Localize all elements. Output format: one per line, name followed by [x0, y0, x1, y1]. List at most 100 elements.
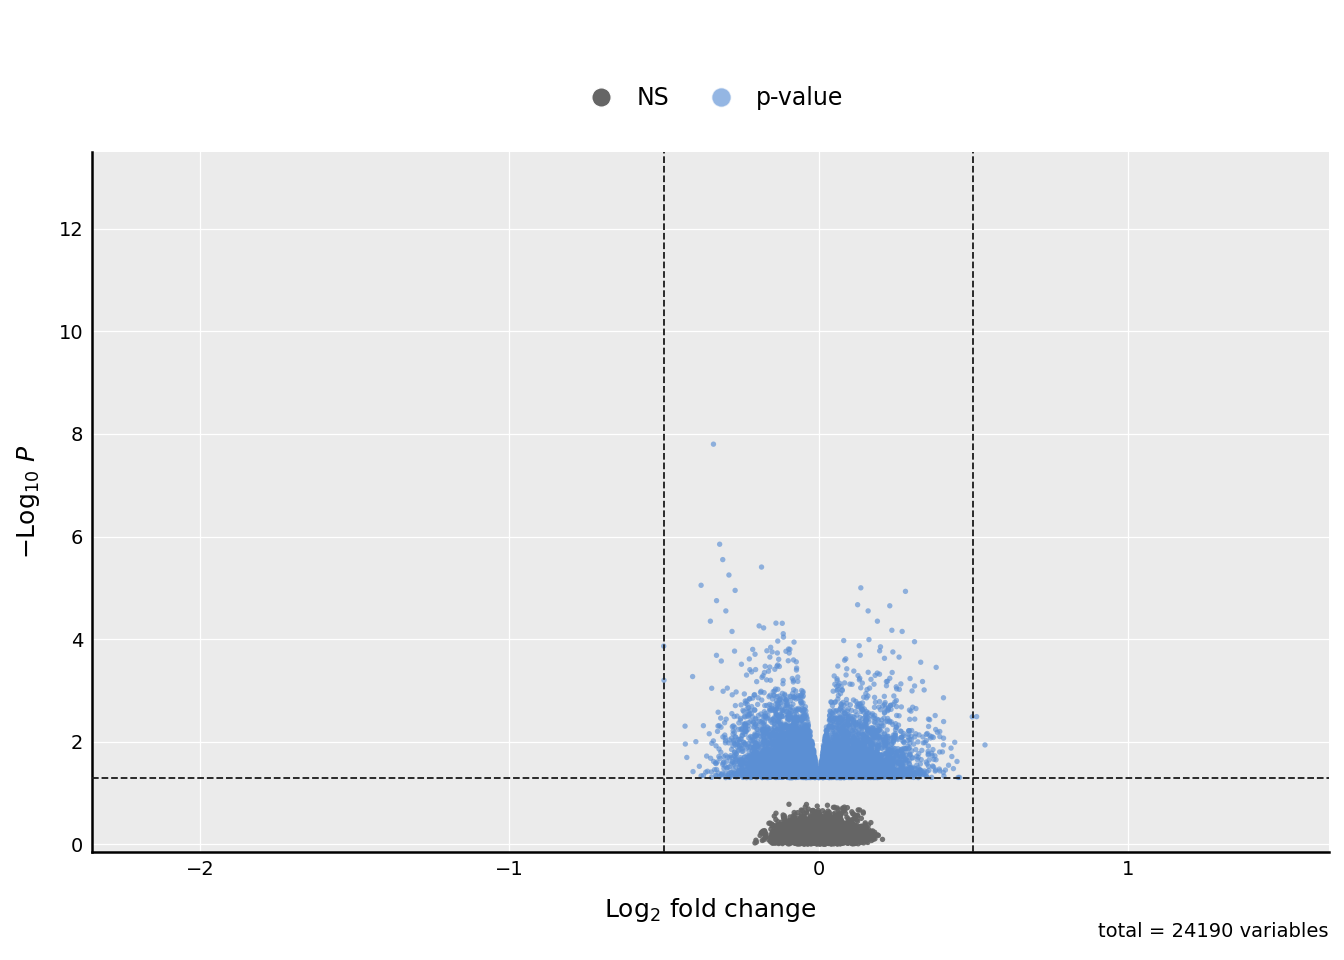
Point	[867, 762, 888, 778]
Point	[800, 768, 821, 783]
Point	[798, 739, 820, 755]
Point	[780, 729, 801, 744]
Point	[802, 829, 824, 845]
Point	[809, 764, 831, 780]
Point	[823, 810, 844, 826]
Point	[759, 755, 781, 770]
Point	[788, 751, 809, 766]
Point	[786, 828, 808, 844]
Point	[806, 816, 828, 831]
Point	[903, 767, 925, 782]
Point	[789, 831, 810, 847]
Point	[767, 769, 789, 784]
Point	[782, 671, 804, 686]
Point	[804, 825, 825, 840]
Point	[817, 808, 839, 824]
Point	[802, 820, 824, 835]
Point	[816, 826, 837, 841]
Point	[836, 661, 857, 677]
Point	[840, 769, 862, 784]
Point	[777, 831, 798, 847]
Point	[786, 835, 808, 851]
Point	[708, 537, 730, 552]
Point	[728, 763, 750, 779]
Point	[796, 709, 817, 725]
Point	[778, 836, 800, 852]
Point	[751, 767, 773, 782]
Point	[775, 768, 797, 783]
Point	[796, 823, 817, 838]
Point	[863, 760, 884, 776]
Point	[837, 753, 859, 768]
Point	[816, 828, 837, 843]
Point	[802, 769, 824, 784]
Point	[894, 760, 915, 776]
Point	[840, 820, 862, 835]
Point	[781, 765, 802, 780]
Point	[786, 766, 808, 781]
Point	[829, 743, 851, 758]
Point	[792, 830, 813, 846]
Point	[814, 832, 836, 848]
Point	[855, 766, 876, 781]
Point	[801, 736, 823, 752]
Point	[788, 819, 809, 834]
Point	[831, 750, 852, 765]
Point	[777, 767, 798, 782]
Point	[805, 824, 827, 839]
Point	[796, 831, 817, 847]
Point	[833, 703, 855, 718]
Point	[722, 738, 743, 754]
Point	[792, 756, 813, 772]
Point	[812, 821, 833, 836]
Point	[833, 800, 855, 815]
Point	[831, 746, 852, 761]
Point	[777, 836, 798, 852]
Point	[775, 756, 797, 772]
Point	[818, 822, 840, 837]
Point	[835, 766, 856, 781]
Point	[820, 766, 841, 781]
Point	[852, 727, 874, 742]
Point	[785, 747, 806, 762]
Point	[806, 834, 828, 850]
Point	[805, 818, 827, 833]
Point	[818, 828, 840, 843]
Point	[831, 834, 852, 850]
Point	[754, 742, 775, 757]
Point	[823, 742, 844, 757]
Point	[738, 735, 759, 751]
Point	[820, 762, 841, 778]
Point	[867, 613, 888, 629]
Point	[800, 824, 821, 839]
Point	[778, 765, 800, 780]
Point	[835, 736, 856, 752]
Point	[806, 812, 828, 828]
Point	[833, 759, 855, 775]
Y-axis label: $-$Log$_{10}$ $P$: $-$Log$_{10}$ $P$	[15, 444, 42, 559]
Point	[773, 746, 794, 761]
Point	[820, 831, 841, 847]
Point	[714, 760, 735, 776]
Point	[835, 822, 856, 837]
Point	[715, 735, 737, 751]
Point	[874, 735, 895, 751]
Point	[777, 759, 798, 775]
Point	[855, 830, 876, 846]
Point	[769, 752, 790, 767]
Point	[863, 732, 884, 747]
Point	[794, 828, 816, 843]
Point	[884, 762, 906, 778]
Point	[753, 723, 774, 738]
Point	[809, 828, 831, 843]
Point	[818, 763, 840, 779]
Point	[766, 769, 788, 784]
Point	[741, 713, 762, 729]
Point	[798, 833, 820, 849]
Point	[888, 749, 910, 764]
Point	[841, 820, 863, 835]
Point	[835, 766, 856, 781]
Point	[817, 764, 839, 780]
Point	[742, 756, 763, 772]
Point	[793, 769, 814, 784]
